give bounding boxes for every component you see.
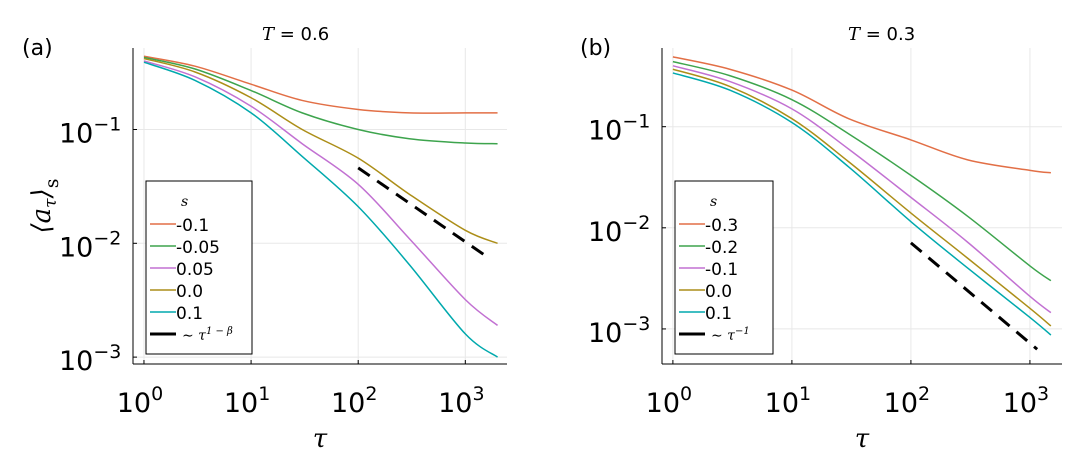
legend-label: 0.0 <box>176 282 203 302</box>
y-tick-label: 10−1 <box>588 111 650 147</box>
legend-label: 0.1 <box>705 304 732 324</box>
x-tick-label: 100 <box>117 383 163 419</box>
y-axis-label: ⟨aτ⟩s <box>27 179 63 234</box>
x-tick-exponent: 2 <box>918 383 930 405</box>
y-tick-exponent: −3 <box>622 313 650 335</box>
title-variable: T <box>848 24 862 45</box>
title-variable: T <box>262 24 276 45</box>
y-tick-exponent: −1 <box>93 113 121 135</box>
legend-label: -0.05 <box>176 238 220 258</box>
legend: s -0.3-0.2-0.10.00.1 ∼ τ−1 <box>674 180 774 355</box>
legend-title: s <box>710 194 717 210</box>
x-tick-label: 103 <box>1003 383 1049 419</box>
legend-label: -0.1 <box>176 216 209 236</box>
panel-label: (b) <box>580 36 611 61</box>
x-tick-label: 102 <box>331 383 377 419</box>
x-tick-label: 101 <box>224 383 270 419</box>
y-tick-label: 10−3 <box>59 341 121 377</box>
y-tick-exponent: −3 <box>93 341 121 363</box>
legend-title: s <box>181 194 188 210</box>
y-label-close: ⟩ <box>27 188 57 199</box>
title-value: = 0.3 <box>860 24 915 45</box>
series-line--0.05 <box>143 56 498 145</box>
y-label-open: ⟨a <box>27 208 57 234</box>
legend-label: 0.1 <box>176 304 203 324</box>
y-tick-exponent: −2 <box>622 212 650 234</box>
series-line--0.1 <box>672 65 1052 314</box>
x-tick-exponent: 1 <box>258 383 270 405</box>
reference-power-law-line <box>909 241 1039 351</box>
legend-ref-exponent: 1 − β <box>206 326 233 337</box>
y-label-sub: τ <box>41 198 61 208</box>
legend-label-reference: ∼ τ1 − β <box>182 326 233 344</box>
x-tick-label: 102 <box>884 383 930 419</box>
reference-power-law-line <box>357 166 489 259</box>
x-tick-exponent: 0 <box>680 383 692 405</box>
legend-label: -0.3 <box>705 216 738 236</box>
y-tick-label: 10−3 <box>588 313 650 349</box>
series-line-0.1 <box>143 61 498 358</box>
legend-label: -0.2 <box>705 238 738 258</box>
legend-label-reference: ∼ τ−1 <box>711 326 750 344</box>
legend-ref-base: ∼ τ <box>182 328 206 344</box>
y-tick-label: 10−2 <box>588 212 650 248</box>
x-tick-exponent: 1 <box>799 383 811 405</box>
y-label-outer-sub: s <box>41 179 63 189</box>
legend-label: 0.0 <box>705 282 732 302</box>
legend-ref-exponent: −1 <box>735 326 750 337</box>
series-line-0.1 <box>672 72 1052 336</box>
x-tick-exponent: 3 <box>472 383 484 405</box>
y-tick-exponent: −1 <box>622 111 650 133</box>
y-tick-label: 10−1 <box>59 113 121 149</box>
legend-label: -0.1 <box>705 260 738 280</box>
series-line--0.2 <box>672 60 1052 282</box>
y-tick-exponent: −2 <box>93 227 121 249</box>
x-axis-label: τ <box>313 424 328 454</box>
legend-ref-base: ∼ τ <box>711 328 735 344</box>
x-tick-label: 103 <box>438 383 484 419</box>
legend: s -0.1-0.050.050.00.1 ∼ τ1 − β <box>145 180 253 355</box>
series-line-0.05 <box>143 60 499 326</box>
chart-title: T = 0.6 <box>262 24 329 45</box>
x-tick-label: 100 <box>646 383 692 419</box>
panel-label: (a) <box>22 36 53 61</box>
series-line--0.3 <box>672 56 1051 174</box>
x-tick-exponent: 3 <box>1037 383 1049 405</box>
x-tick-exponent: 2 <box>365 383 377 405</box>
y-tick-label: 10−2 <box>59 227 121 263</box>
x-tick-exponent: 0 <box>151 383 163 405</box>
chart-title: T = 0.3 <box>848 24 915 45</box>
series-line-0.0 <box>143 57 498 245</box>
x-tick-label: 101 <box>765 383 811 419</box>
series-line--0.1 <box>143 55 498 114</box>
title-value: = 0.6 <box>274 24 329 45</box>
x-axis-label: τ <box>855 424 870 454</box>
series-line-0.0 <box>672 68 1052 327</box>
legend-label: 0.05 <box>176 260 214 280</box>
